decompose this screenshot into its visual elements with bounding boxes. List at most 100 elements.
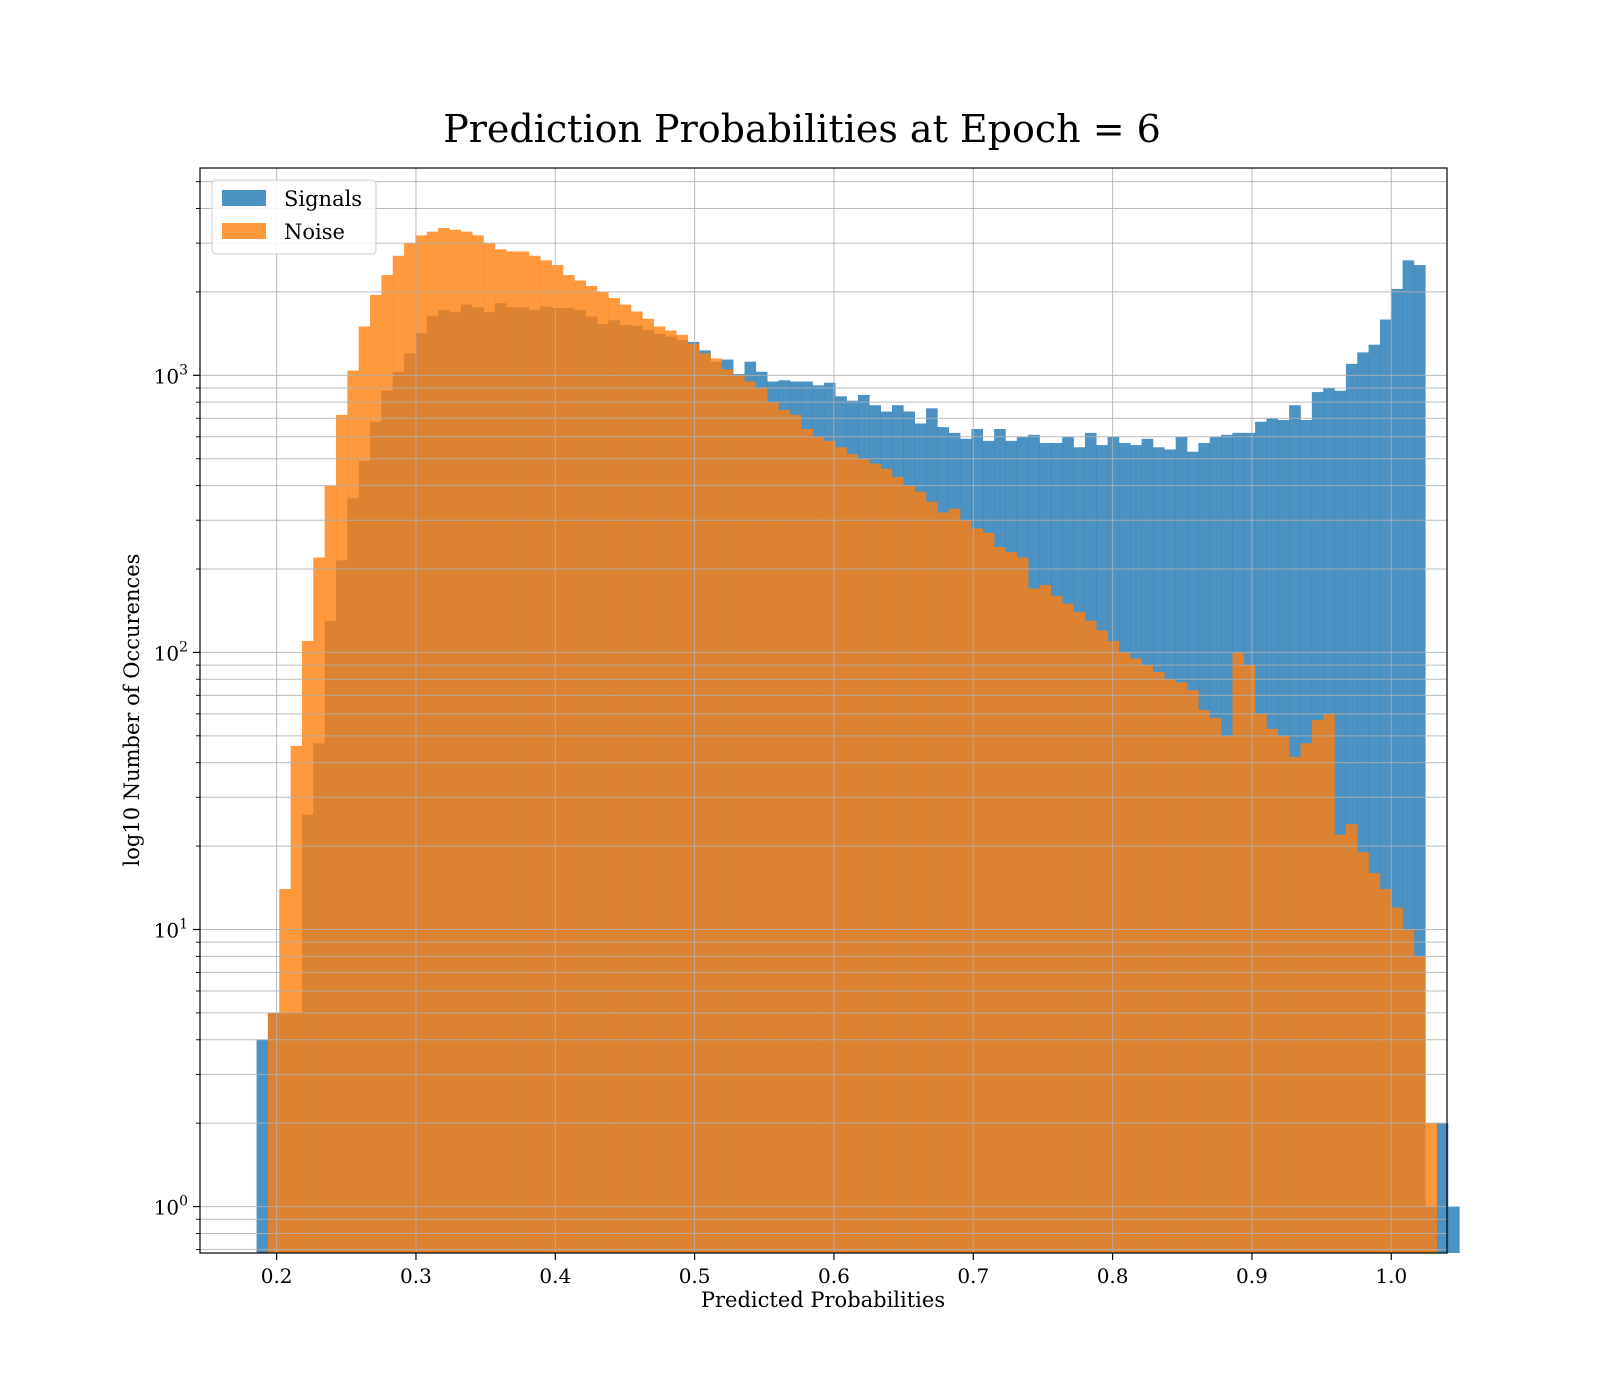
noise-bar — [801, 429, 813, 1253]
x-axis-label: Predicted Probabilities — [701, 1288, 945, 1312]
noise-bar — [404, 243, 416, 1254]
noise-bar — [1221, 735, 1233, 1253]
noise-bar — [937, 512, 950, 1253]
noise-bar — [1209, 717, 1222, 1253]
signals-bar — [1413, 265, 1426, 1253]
noise-bar — [1402, 929, 1415, 1253]
x-tick-label: 0.8 — [1097, 1264, 1129, 1288]
signals-bar — [256, 1039, 269, 1253]
noise-bar — [733, 375, 745, 1253]
y-tick-label: 103 — [154, 362, 188, 388]
x-tick-label: 0.3 — [400, 1264, 432, 1288]
noise-bar — [301, 640, 314, 1253]
noise-bar — [483, 243, 496, 1254]
noise-bar — [1357, 852, 1369, 1253]
noise-bar — [1130, 658, 1142, 1253]
noise-bar — [324, 485, 337, 1254]
noise-bar — [1277, 735, 1290, 1253]
noise-bar — [1391, 907, 1403, 1253]
noise-bar — [710, 358, 723, 1253]
signals-bar — [1379, 319, 1392, 1253]
noise-bar — [699, 353, 711, 1253]
noise-bar — [1175, 682, 1188, 1253]
signals-bar — [1402, 260, 1415, 1254]
noise-bar — [767, 402, 779, 1253]
noise-bar — [1187, 690, 1199, 1253]
series-noise — [267, 228, 1437, 1254]
noise-bar — [347, 370, 359, 1254]
noise-bar — [1062, 603, 1074, 1253]
noise-bar — [1198, 709, 1211, 1253]
signals-bar — [1391, 288, 1403, 1253]
noise-bar — [1255, 713, 1267, 1253]
noise-bar — [1289, 756, 1301, 1253]
noise-bar — [619, 304, 632, 1254]
noise-bar — [392, 255, 405, 1254]
noise-bar — [290, 745, 303, 1253]
noise-bar — [823, 440, 836, 1253]
noise-bar — [880, 468, 893, 1253]
noise-bar — [914, 491, 927, 1253]
signals-bar — [1334, 390, 1347, 1253]
legend-swatch-noise — [222, 223, 266, 239]
noise-bar — [460, 231, 473, 1253]
noise-bar — [1345, 824, 1358, 1253]
signals-bar — [1448, 1206, 1460, 1253]
noise-bar — [994, 547, 1006, 1253]
noise-bar — [574, 280, 586, 1253]
noise-bar — [755, 388, 768, 1253]
x-tick-label: 0.4 — [539, 1264, 571, 1288]
x-tick-label: 1.0 — [1375, 1264, 1407, 1288]
noise-bar — [596, 291, 609, 1253]
noise-bar — [438, 228, 450, 1253]
noise-bar — [1084, 620, 1097, 1253]
noise-bar — [1300, 743, 1313, 1253]
noise-bar — [1368, 872, 1381, 1253]
noise-bar — [1232, 652, 1245, 1253]
noise-bar — [926, 501, 938, 1253]
plot-area-frame — [199, 167, 1448, 1254]
signals-bar — [1436, 1123, 1449, 1253]
grid-layer — [200, 168, 1447, 1253]
noise-bar — [1323, 713, 1335, 1253]
noise-bar — [267, 1012, 280, 1253]
legend-swatch-signals — [222, 190, 266, 206]
noise-bar — [721, 369, 734, 1253]
x-tick-label: 0.7 — [957, 1264, 989, 1288]
noise-bar — [370, 294, 382, 1253]
bars-layer — [256, 228, 1460, 1254]
noise-bar — [1016, 557, 1029, 1253]
noise-bar — [1425, 1123, 1437, 1253]
noise-bar — [665, 330, 677, 1254]
legend-label-noise: Noise — [284, 220, 345, 244]
noise-bar — [358, 326, 371, 1253]
noise-bar — [1073, 611, 1086, 1253]
x-tick-label: 0.6 — [818, 1264, 850, 1288]
signals-bar — [1357, 352, 1369, 1253]
noise-bar — [642, 318, 655, 1253]
noise-bar — [835, 447, 847, 1253]
noise-bar — [1334, 834, 1347, 1253]
legend: Signals Noise — [211, 179, 377, 255]
noise-bar — [517, 251, 530, 1253]
noise-bar — [585, 286, 598, 1253]
noise-bar — [528, 255, 541, 1254]
noise-bar — [1413, 956, 1426, 1253]
signals-bar — [1368, 344, 1381, 1253]
x-tick-label: 0.2 — [261, 1264, 293, 1288]
noise-bar — [1050, 595, 1063, 1253]
noise-bar — [857, 458, 870, 1254]
noise-bar — [982, 532, 995, 1253]
signals-bar — [1345, 363, 1358, 1254]
chart-title: Prediction Probabilities at Epoch = 6 — [443, 107, 1161, 151]
noise-bar — [1141, 665, 1154, 1253]
noise-bar — [1005, 552, 1018, 1253]
noise-bar — [494, 249, 507, 1253]
x-tick-label: 0.9 — [1236, 1264, 1268, 1288]
noise-bar — [381, 275, 394, 1254]
noise-bar — [653, 326, 666, 1253]
noise-bar — [1118, 652, 1131, 1253]
noise-bar — [279, 889, 291, 1253]
noise-bar — [415, 235, 428, 1254]
noise-bar — [812, 436, 825, 1253]
